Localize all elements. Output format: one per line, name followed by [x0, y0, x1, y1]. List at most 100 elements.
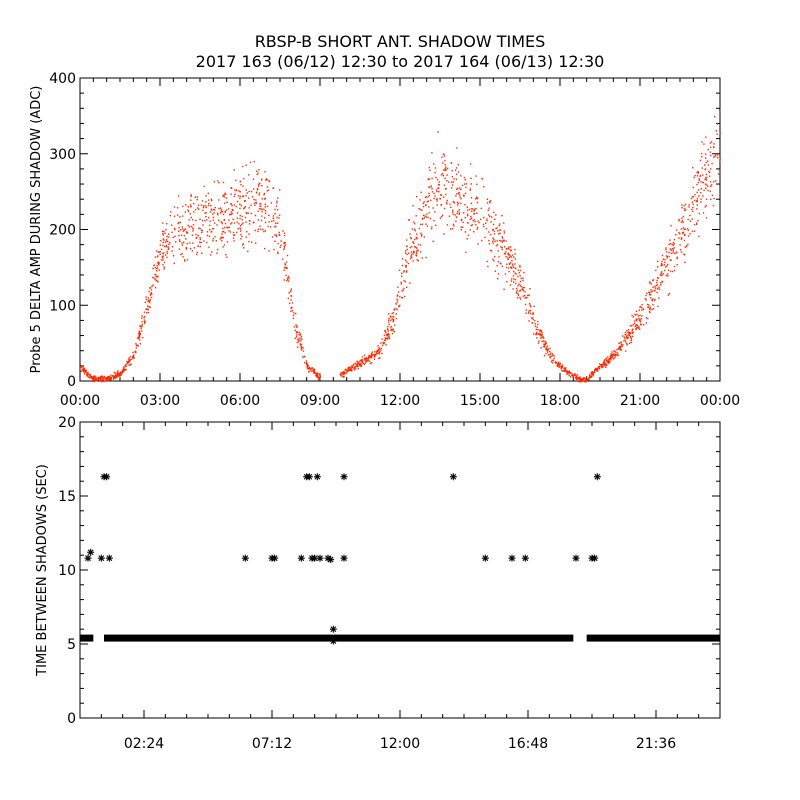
amplitude-point	[661, 274, 663, 276]
amplitude-point	[216, 224, 218, 226]
amplitude-point	[390, 329, 392, 332]
amplitude-point	[668, 243, 670, 246]
amplitude-point	[568, 371, 571, 373]
amplitude-point	[493, 211, 495, 214]
amplitude-point	[519, 298, 522, 300]
amplitude-point	[385, 344, 387, 346]
amplitude-point	[276, 209, 279, 211]
amplitude-point	[215, 240, 217, 242]
amplitude-point	[694, 194, 696, 196]
amplitude-point	[428, 186, 431, 189]
amplitude-point	[351, 369, 353, 371]
amplitude-point	[156, 270, 158, 272]
amplitude-point	[536, 332, 538, 335]
amplitude-point	[404, 281, 406, 283]
amplitude-point	[665, 266, 667, 268]
amplitude-point	[280, 240, 282, 242]
amplitude-point	[85, 370, 87, 373]
amplitude-point	[195, 233, 197, 236]
amplitude-point	[253, 221, 255, 224]
amplitude-point	[561, 364, 564, 366]
amplitude-point	[512, 270, 515, 273]
amplitude-point	[278, 231, 280, 234]
amplitude-point	[239, 197, 241, 199]
amplitude-point	[650, 291, 653, 293]
amplitude-point	[206, 234, 209, 237]
amplitude-point	[232, 218, 234, 221]
amplitude-point	[300, 343, 303, 346]
amplitude-point	[405, 245, 408, 248]
amplitude-point	[467, 209, 469, 211]
amplitude-point	[426, 225, 429, 227]
amplitude-point	[384, 330, 386, 332]
amplitude-point	[533, 305, 535, 307]
amplitude-point	[268, 214, 270, 217]
amplitude-point	[224, 202, 226, 204]
amplitude-point	[312, 368, 314, 370]
amplitude-point	[384, 339, 386, 341]
amplitude-point	[705, 173, 708, 176]
amplitude-point	[169, 214, 171, 217]
amplitude-point	[497, 278, 499, 280]
amplitude-point	[707, 170, 710, 173]
amplitude-point	[660, 282, 662, 284]
amplitude-point	[412, 251, 415, 253]
amplitude-point	[442, 174, 444, 177]
amplitude-point	[390, 326, 392, 328]
amplitude-point	[428, 186, 430, 188]
amplitude-point	[696, 183, 698, 186]
amplitude-point	[147, 311, 150, 314]
amplitude-point	[123, 369, 125, 372]
amplitude-point	[610, 356, 612, 358]
amplitude-point	[80, 370, 82, 373]
amplitude-point	[704, 164, 706, 166]
amplitude-point	[635, 319, 638, 322]
amplitude-point	[353, 369, 356, 371]
amplitude-point	[420, 232, 422, 234]
amplitude-point	[255, 202, 257, 205]
amplitude-point	[163, 230, 165, 233]
amplitude-point	[525, 309, 527, 311]
amplitude-point	[516, 289, 518, 292]
amplitude-point	[526, 296, 528, 299]
amplitude-point	[181, 242, 183, 244]
amplitude-point	[675, 234, 677, 236]
amplitude-point	[654, 287, 657, 289]
amplitude-point	[427, 200, 429, 202]
amplitude-point	[90, 377, 92, 379]
amplitude-point	[465, 251, 467, 254]
amplitude-point	[483, 216, 485, 219]
amplitude-point	[514, 263, 516, 265]
amplitude-point	[530, 317, 533, 319]
amplitude-point	[351, 365, 354, 368]
amplitude-point	[382, 341, 384, 344]
amplitude-point	[261, 179, 263, 181]
amplitude-point	[543, 346, 546, 348]
amplitude-point	[688, 206, 690, 208]
amplitude-point	[368, 354, 371, 357]
amplitude-point	[537, 333, 539, 335]
amplitude-point	[266, 186, 269, 188]
amplitude-point	[505, 256, 507, 258]
amplitude-point	[264, 197, 267, 199]
amplitude-point	[363, 354, 366, 356]
amplitude-point	[486, 220, 488, 222]
amplitude-point	[89, 373, 91, 376]
amplitude-point	[589, 375, 591, 377]
amplitude-point	[205, 216, 207, 218]
amplitude-point	[184, 260, 186, 262]
amplitude-point	[520, 277, 522, 280]
amplitude-point	[166, 250, 168, 253]
amplitude-point	[532, 313, 534, 315]
amplitude-point	[718, 109, 721, 111]
amplitude-point	[661, 263, 663, 265]
amplitude-point	[556, 363, 559, 366]
amplitude-point	[660, 264, 663, 266]
panel1-y-tick-label: 400	[49, 71, 76, 87]
amplitude-point	[669, 259, 671, 261]
amplitude-point	[534, 323, 536, 325]
amplitude-point	[299, 344, 302, 346]
amplitude-point	[211, 231, 213, 233]
amplitude-point	[458, 209, 460, 211]
amplitude-point	[234, 193, 236, 195]
